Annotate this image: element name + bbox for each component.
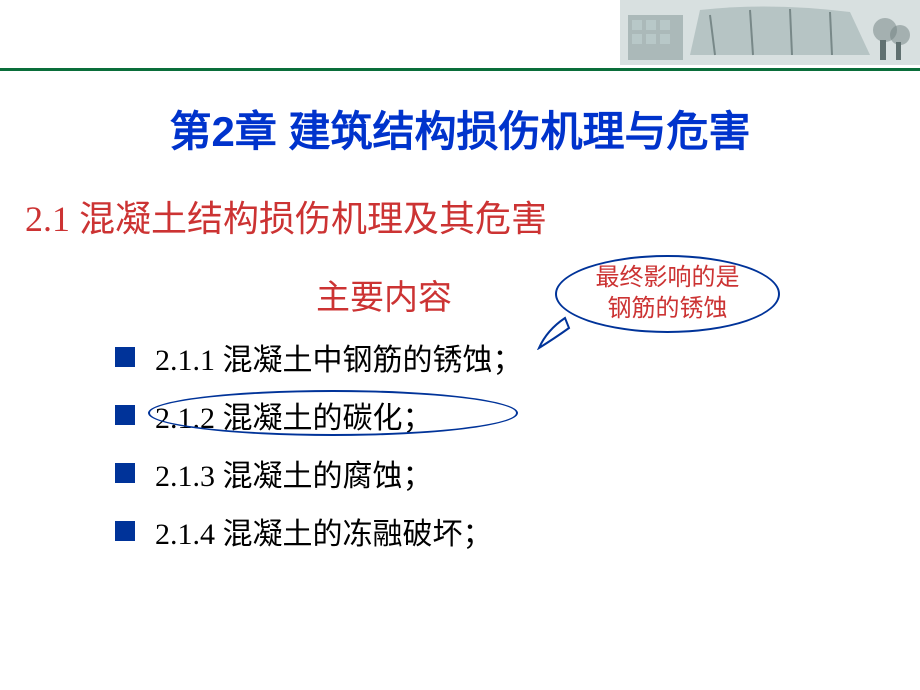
bullet-icon (115, 521, 135, 541)
toc-item-label: 2.1.4 混凝土的冻融破坏； (155, 509, 493, 553)
bullet-icon (115, 405, 135, 425)
horizontal-divider (0, 68, 920, 71)
header-decorative-image (620, 0, 920, 65)
toc-item: 2.1.1 混凝土中钢筋的锈蚀； (115, 335, 523, 379)
toc-item: 2.1.2 混凝土的碳化； (115, 393, 523, 437)
bullet-icon (115, 463, 135, 483)
callout-bubble-text: 最终影响的是 钢筋的锈蚀 (555, 255, 780, 333)
callout-annotation: 最终影响的是 钢筋的锈蚀 (555, 255, 800, 335)
toc-item-label: 2.1.1 混凝土中钢筋的锈蚀； (155, 335, 523, 379)
toc-item-label: 2.1.3 混凝土的腐蚀； (155, 451, 433, 495)
toc-item: 2.1.4 混凝土的冻融破坏； (115, 509, 523, 553)
table-of-contents: 2.1.1 混凝土中钢筋的锈蚀； 2.1.2 混凝土的碳化； 2.1.3 混凝土… (115, 335, 523, 567)
toc-item: 2.1.3 混凝土的腐蚀； (115, 451, 523, 495)
toc-item-label: 2.1.2 混凝土的碳化； (155, 393, 433, 437)
bullet-icon (115, 347, 135, 367)
section-title: 2.1 混凝土结构损伤机理及其危害 (25, 190, 547, 242)
main-content-heading: 主要内容 (316, 270, 452, 319)
chapter-title: 第2章 建筑结构损伤机理与危害 (0, 98, 920, 159)
